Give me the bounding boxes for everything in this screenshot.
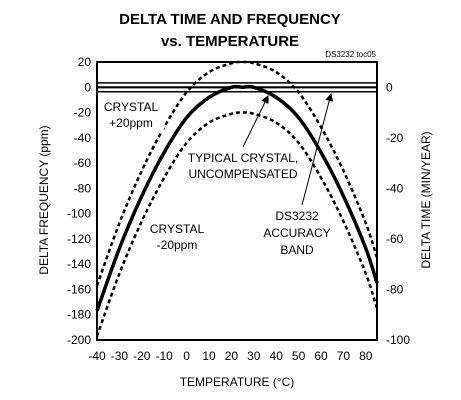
y2-tick-label: -40 bbox=[386, 181, 404, 195]
y-tick-label: -200 bbox=[67, 333, 91, 347]
tick-labels: -40 -30 -20 -10 0 10 20 30 40 50 60 70 80200-20-40-6… bbox=[67, 55, 410, 363]
x-tick-label: 30 bbox=[247, 349, 261, 363]
annotation-accuracy-band-line1: DS3232 bbox=[275, 209, 319, 223]
x-tick-label: -10 bbox=[156, 349, 174, 363]
y-tick-label: 20 bbox=[78, 55, 92, 69]
series-dashed-upper bbox=[95, 60, 379, 287]
y2-tick-label: -80 bbox=[386, 282, 404, 296]
annotation-crystal-plus20: CRYSTAL +20ppm bbox=[100, 97, 164, 132]
x-tick-label: 70 bbox=[337, 349, 351, 363]
chart-title-line1: DELTA TIME AND FREQUENCY bbox=[119, 11, 341, 28]
annotation-accuracy-band-line3: BAND bbox=[280, 243, 314, 257]
y2-tick-label: -100 bbox=[386, 333, 410, 347]
y2-tick-label: 0 bbox=[386, 80, 393, 94]
y-tick-label: -140 bbox=[67, 257, 91, 271]
plot-frame bbox=[96, 61, 378, 341]
x-tick-label: 50 bbox=[292, 349, 306, 363]
series-lines bbox=[95, 60, 379, 337]
y-tick-label: 0 bbox=[84, 80, 91, 94]
y-tick-label: -60 bbox=[74, 156, 92, 170]
x-tick-label: -30 bbox=[111, 349, 129, 363]
y-tick-label: -40 bbox=[74, 131, 92, 145]
series-typical-crystal bbox=[95, 84, 379, 312]
annotation-crystal-minus20: CRYSTAL -20ppm bbox=[144, 218, 206, 254]
series-dashed-lower bbox=[95, 111, 379, 337]
annotation-crystal-minus20-line1: CRYSTAL bbox=[150, 222, 205, 236]
x-axis-label: TEMPERATURE (°C) bbox=[180, 375, 295, 389]
x-tick-label: 20 bbox=[225, 349, 239, 363]
y-axis-label: DELTA FREQUENCY (ppm) bbox=[37, 125, 51, 274]
x-tick-label: -40 bbox=[88, 349, 106, 363]
arrow-typical-crystal bbox=[242, 95, 269, 148]
annotation-crystal-minus20-line2: -20ppm bbox=[157, 238, 198, 252]
reference-code: DS3232 toc05 bbox=[325, 50, 376, 59]
arrow-accuracy-band bbox=[301, 93, 334, 206]
y-tick-label: -180 bbox=[67, 308, 91, 322]
annotation-accuracy-band: DS3232 ACCURACY BAND bbox=[262, 205, 332, 260]
x-tick-label: 40 bbox=[270, 349, 284, 363]
y2-axis-label: DELTA TIME (MIN/YEAR) bbox=[419, 131, 433, 268]
annotation-crystal-plus20-line1: CRYSTAL bbox=[104, 100, 159, 114]
annotation-typical-crystal-line1: TYPICAL CRYSTAL, bbox=[188, 151, 298, 165]
annotation-typical-crystal: TYPICAL CRYSTAL, UNCOMPENSATED bbox=[187, 147, 299, 183]
annotation-typical-crystal-line2: UNCOMPENSATED bbox=[188, 167, 297, 181]
x-tick-label: 80 bbox=[359, 349, 373, 363]
y-tick-label: -120 bbox=[67, 232, 91, 246]
y-tick-label: -20 bbox=[74, 106, 92, 120]
y2-tick-label: -20 bbox=[386, 131, 404, 145]
x-tick-label: 60 bbox=[314, 349, 328, 363]
annotation-crystal-plus20-line2: +20ppm bbox=[109, 116, 153, 130]
chart-title-line2: vs. TEMPERATURE bbox=[161, 33, 299, 50]
y-tick-label: -160 bbox=[67, 282, 91, 296]
x-tick-label: -20 bbox=[133, 349, 151, 363]
y-tick-label: -80 bbox=[74, 181, 92, 195]
x-tick-label: 0 bbox=[183, 349, 190, 363]
annotation-accuracy-band-line2: ACCURACY bbox=[263, 226, 330, 240]
y2-tick-label: -60 bbox=[386, 232, 404, 246]
y-tick-label: -100 bbox=[67, 207, 91, 221]
x-tick-label: 10 bbox=[202, 349, 216, 363]
